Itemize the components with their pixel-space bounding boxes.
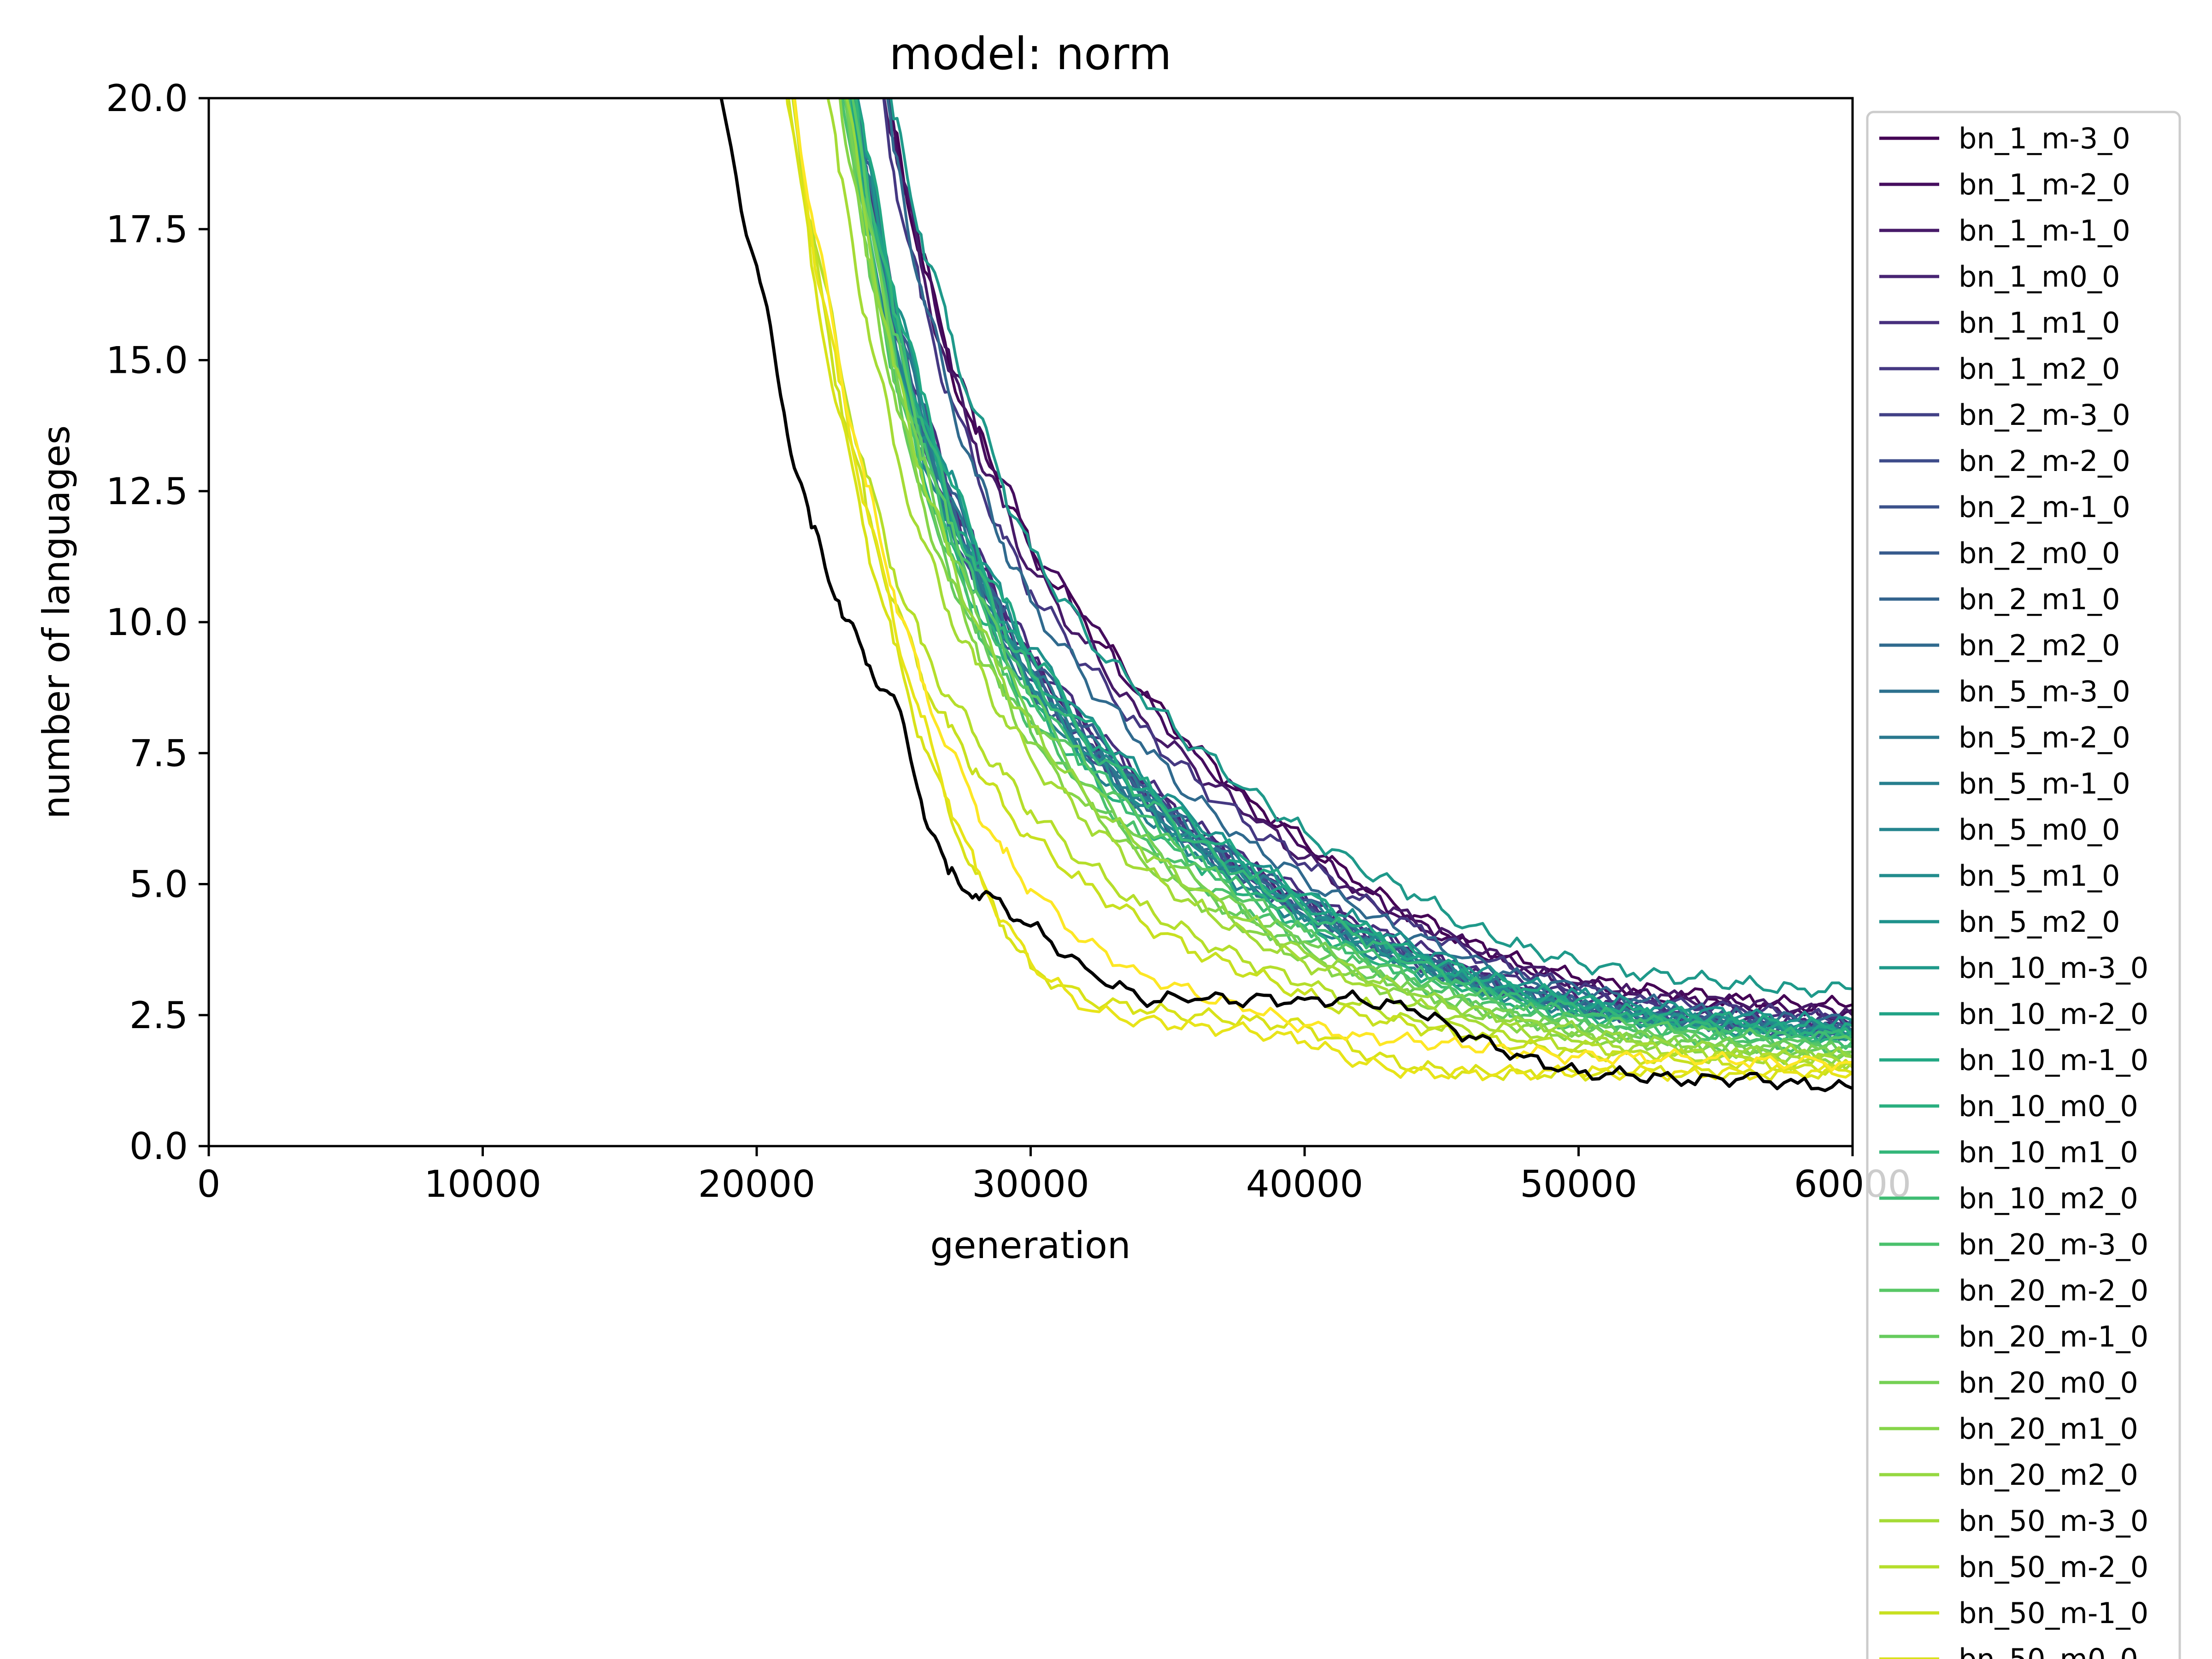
x-tick-label: 0 <box>197 1163 221 1206</box>
chart-title: model: norm <box>889 28 1172 80</box>
legend-label: bn_10_m-2_0 <box>1959 997 2148 1031</box>
y-tick-label: 0.0 <box>129 1125 188 1168</box>
legend-label: bn_20_m-1_0 <box>1959 1320 2148 1353</box>
series-line <box>889 98 1853 998</box>
y-tick-label: 2.5 <box>129 994 188 1037</box>
legend-label: bn_50_m0_0 <box>1959 1642 2138 1659</box>
legend-label: bn_1_m0_0 <box>1959 260 2120 294</box>
series-line <box>854 98 1853 1035</box>
legend-frame <box>1866 111 2181 1659</box>
legend-label: bn_2_m1_0 <box>1959 582 2120 616</box>
legend-label: bn_10_m-3_0 <box>1959 951 2148 985</box>
y-tick-label: 10.0 <box>106 601 188 644</box>
legend-label: bn_5_m2_0 <box>1959 905 2120 939</box>
legend-label: bn_1_m-1_0 <box>1959 214 2130 247</box>
legend-label: bn_20_m0_0 <box>1959 1366 2138 1400</box>
legend-label: bn_20_m1_0 <box>1959 1412 2138 1446</box>
series-line <box>787 98 1853 1076</box>
legend-label: bn_2_m-2_0 <box>1959 444 2130 478</box>
x-tick-label: 10000 <box>424 1163 541 1206</box>
x-tick-label: 20000 <box>698 1163 816 1206</box>
x-axis-label: generation <box>930 1224 1130 1267</box>
legend-label: bn_2_m2_0 <box>1959 629 2120 662</box>
y-tick-label: 5.0 <box>129 863 188 906</box>
legend-label: bn_20_m2_0 <box>1959 1458 2138 1492</box>
x-tick-label: 30000 <box>972 1163 1089 1206</box>
x-tick-label: 50000 <box>1520 1163 1637 1206</box>
legend-label: bn_1_m1_0 <box>1959 306 2120 340</box>
legend-label: bn_10_m1_0 <box>1959 1135 2138 1169</box>
series-line <box>719 98 1853 1092</box>
axes-layer: 0 10000 20000 30000 40000 50000 600000.02.55.0… <box>106 77 1911 1206</box>
y-tick-label: 20.0 <box>106 77 188 120</box>
legend-label: bn_1_m-3_0 <box>1959 122 2130 155</box>
series-line <box>826 98 1853 1071</box>
y-tick-label: 7.5 <box>129 732 188 775</box>
legend-label: bn_5_m-1_0 <box>1959 767 2130 800</box>
legend-label: bn_5_m1_0 <box>1959 859 2120 893</box>
series-line <box>886 98 1853 1030</box>
legend-label: bn_2_m-3_0 <box>1959 398 2130 432</box>
legend-label: bn_2_m0_0 <box>1959 536 2120 570</box>
legend-label: bn_20_m-2_0 <box>1959 1274 2148 1307</box>
legend-label: bn_10_m0_0 <box>1959 1089 2138 1123</box>
legend-label: bn_2_m-1_0 <box>1959 490 2130 524</box>
series-line <box>793 98 1853 1082</box>
legend-label: bn_1_m2_0 <box>1959 352 2120 386</box>
series-line <box>792 98 1853 1072</box>
series-line <box>845 98 1853 1060</box>
series-layer <box>719 98 1853 1092</box>
legend-label: bn_50_m-3_0 <box>1959 1504 2148 1538</box>
series-line <box>882 98 1853 1026</box>
legend-label: bn_20_m-3_0 <box>1959 1228 2148 1261</box>
y-tick-label: 17.5 <box>106 208 188 251</box>
legend-label: bn_50_m-1_0 <box>1959 1596 2148 1630</box>
legend-label: bn_10_m2_0 <box>1959 1182 2138 1215</box>
y-tick-label: 15.0 <box>106 339 188 382</box>
legend: bn_1_m-3_0 bn_1_m-2_0 bn_1_m-1_0 bn_1_m0_0b… <box>1866 111 2181 1659</box>
legend-label: bn_5_m-3_0 <box>1959 675 2130 708</box>
legend-label: bn_10_m-1_0 <box>1959 1043 2148 1077</box>
x-tick-label: 40000 <box>1246 1163 1364 1206</box>
y-axis-label: number of languages <box>35 425 78 819</box>
legend-label: bn_1_m-2_0 <box>1959 168 2130 201</box>
legend-label: bn_50_m-2_0 <box>1959 1550 2148 1584</box>
legend-label: bn_5_m0_0 <box>1959 813 2120 847</box>
series-line <box>851 98 1853 1036</box>
legend-label: bn_5_m-2_0 <box>1959 721 2130 754</box>
legend-items: bn_1_m-3_0 bn_1_m-2_0 bn_1_m-1_0 bn_1_m0_0b… <box>1879 122 2148 1659</box>
y-tick-label: 12.5 <box>106 470 188 513</box>
series-line <box>888 98 1853 1012</box>
